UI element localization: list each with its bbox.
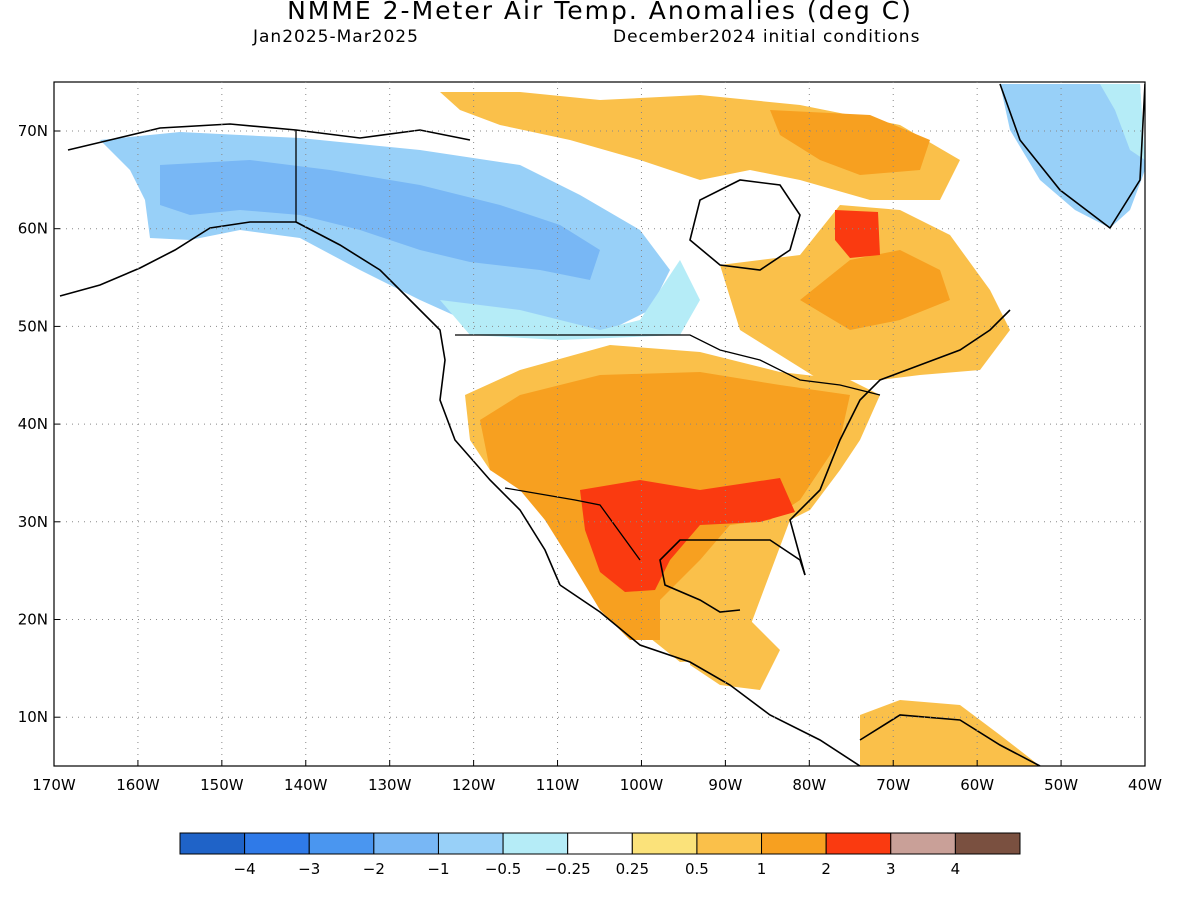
legend-label: 2 xyxy=(821,860,831,878)
lon-label: 60W xyxy=(960,776,994,794)
coastline-greenland xyxy=(999,83,1145,230)
legend-swatch xyxy=(631,832,698,855)
legend-swatch xyxy=(502,832,569,855)
legend-label: 3 xyxy=(886,860,896,878)
lon-label: 70W xyxy=(876,776,910,794)
lat-label: 40N xyxy=(18,415,48,433)
legend-label: −0.5 xyxy=(485,860,521,878)
coastline-pacific-nw xyxy=(295,221,561,586)
coastline-gulf xyxy=(659,539,806,613)
legend-label: 0.25 xyxy=(616,860,649,878)
anomaly-region-central-america xyxy=(690,620,780,690)
legend-label: 1 xyxy=(757,860,767,878)
anomaly-region-canada-core xyxy=(160,160,600,280)
legend-swatch xyxy=(890,832,956,855)
legend-swatch xyxy=(567,832,633,855)
legend-label: −1 xyxy=(427,860,449,878)
lon-label: 170W xyxy=(32,776,76,794)
color-legend: −4 −3 −2 −1 −0.5 −0.25 0.25 0.5 1 2 3 4 xyxy=(179,832,1021,878)
lat-label: 30N xyxy=(18,513,48,531)
legend-label: 0.5 xyxy=(685,860,709,878)
coastline-alaska-north xyxy=(67,123,471,151)
legend-swatch xyxy=(179,832,246,855)
legend-swatch xyxy=(244,832,310,855)
lon-label: 100W xyxy=(620,776,664,794)
lon-label: 110W xyxy=(536,776,580,794)
anomaly-region-arctic-strong xyxy=(770,110,930,175)
legend-swatch xyxy=(308,832,375,855)
longitude-labels: 170W 160W 150W 140W 130W 120W 110W 100W 90W 80W 70… xyxy=(32,776,1162,794)
initial-conditions: December2024 initial conditions xyxy=(613,27,921,47)
anomaly-region-gulf-red xyxy=(580,478,795,592)
borders xyxy=(295,130,881,561)
coastline-mexico-pacific xyxy=(559,584,861,766)
legend-label: −0.25 xyxy=(545,860,591,878)
anomaly-region-greenland-edge xyxy=(1100,84,1145,160)
lat-label: 70N xyxy=(18,122,48,140)
lon-label: 150W xyxy=(200,776,244,794)
border-us-mexico xyxy=(504,487,641,561)
legend-swatch xyxy=(373,832,439,855)
border-us-canada xyxy=(455,334,881,396)
legend-label: −4 xyxy=(234,860,256,878)
anomaly-region-labrador-red xyxy=(835,210,880,258)
lon-label: 140W xyxy=(284,776,328,794)
map-title: NMME 2-Meter Air Temp. Anomalies (deg C) xyxy=(287,0,913,25)
lat-label: 20N xyxy=(18,611,48,629)
coastline-south-america xyxy=(859,714,1041,766)
lon-label: 50W xyxy=(1044,776,1078,794)
legend-swatch xyxy=(954,832,1021,855)
coastline-atlantic xyxy=(789,309,1011,576)
anomaly-region-canada-light xyxy=(440,260,700,340)
lat-label: 60N xyxy=(18,220,48,238)
forecast-period: Jan2025-Mar2025 xyxy=(253,27,419,47)
lat-label: 50N xyxy=(18,317,48,335)
graticule xyxy=(53,82,1146,766)
lon-label: 90W xyxy=(708,776,742,794)
coastline-alaska-west xyxy=(59,221,296,297)
lon-label: 80W xyxy=(792,776,826,794)
legend-swatch xyxy=(696,832,763,855)
anomaly-field xyxy=(100,84,1145,766)
legend-swatch xyxy=(437,832,504,855)
latitude-labels: 70N 60N 50N 40N 30N 20N 10N xyxy=(18,122,48,726)
lon-label: 120W xyxy=(452,776,496,794)
legend-swatch xyxy=(761,832,827,855)
legend-label: −2 xyxy=(363,860,385,878)
anomaly-region-south-america xyxy=(860,700,1040,766)
lon-label: 40W xyxy=(1128,776,1162,794)
legend-swatch xyxy=(825,832,892,855)
coastlines xyxy=(59,83,1145,766)
lon-label: 130W xyxy=(368,776,412,794)
anomaly-region-greenland xyxy=(1000,84,1145,228)
coastline-hudson-bay xyxy=(689,179,801,271)
legend-label: −3 xyxy=(298,860,320,878)
lon-label: 160W xyxy=(116,776,160,794)
legend-label: 4 xyxy=(951,860,961,878)
lat-label: 10N xyxy=(18,708,48,726)
anomaly-region-quebec xyxy=(800,250,950,330)
